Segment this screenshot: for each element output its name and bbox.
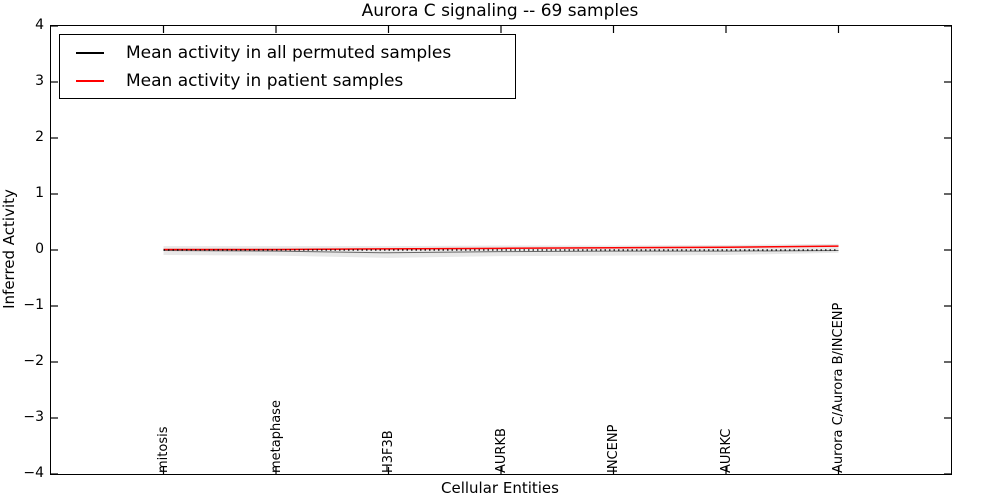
x-tick-label: metaphase xyxy=(268,400,284,473)
y-tick-label: 4 xyxy=(35,17,44,33)
plot-area: mitosis metaphase H3F3B AURKB INCENP AURKC Aur… xyxy=(50,25,952,475)
x-axis-label: Cellular Entities xyxy=(441,479,559,497)
y-tick-label: −3 xyxy=(23,409,44,425)
x-tick-label: mitosis xyxy=(156,426,171,473)
x-tick-label: H3F3B xyxy=(381,430,396,473)
permuted-line-swatch xyxy=(76,51,104,54)
x-tick-label: AURKB xyxy=(493,428,509,473)
y-tick-label: 3 xyxy=(35,73,44,89)
permuted-mean-line xyxy=(163,250,839,254)
x-tick-label: Aurora C/Aurora B/INCENP xyxy=(831,302,846,473)
y-tick-label: −4 xyxy=(23,465,44,481)
chart-title: Aurora C signaling -- 69 samples xyxy=(361,1,639,21)
y-tick-label: −1 xyxy=(23,297,44,313)
patient-line-swatch xyxy=(76,79,104,82)
legend-entry-permuted: Mean activity in all permuted samples xyxy=(60,41,515,65)
legend-label-patient: Mean activity in patient samples xyxy=(126,70,404,91)
legend-label-permuted: Mean activity in all permuted samples xyxy=(126,42,452,63)
y-tick-label: 2 xyxy=(35,129,44,145)
y-tick-label: −2 xyxy=(23,353,44,369)
y-tick-label: 0 xyxy=(35,241,44,257)
x-tick-label: INCENP xyxy=(606,424,621,473)
plot-canvas xyxy=(51,26,951,474)
y-tick-label: 1 xyxy=(35,185,44,201)
legend: Mean activity in all permuted samples Me… xyxy=(59,34,516,99)
x-tick-label: AURKC xyxy=(718,428,734,473)
legend-entry-patient: Mean activity in patient samples xyxy=(60,69,515,93)
